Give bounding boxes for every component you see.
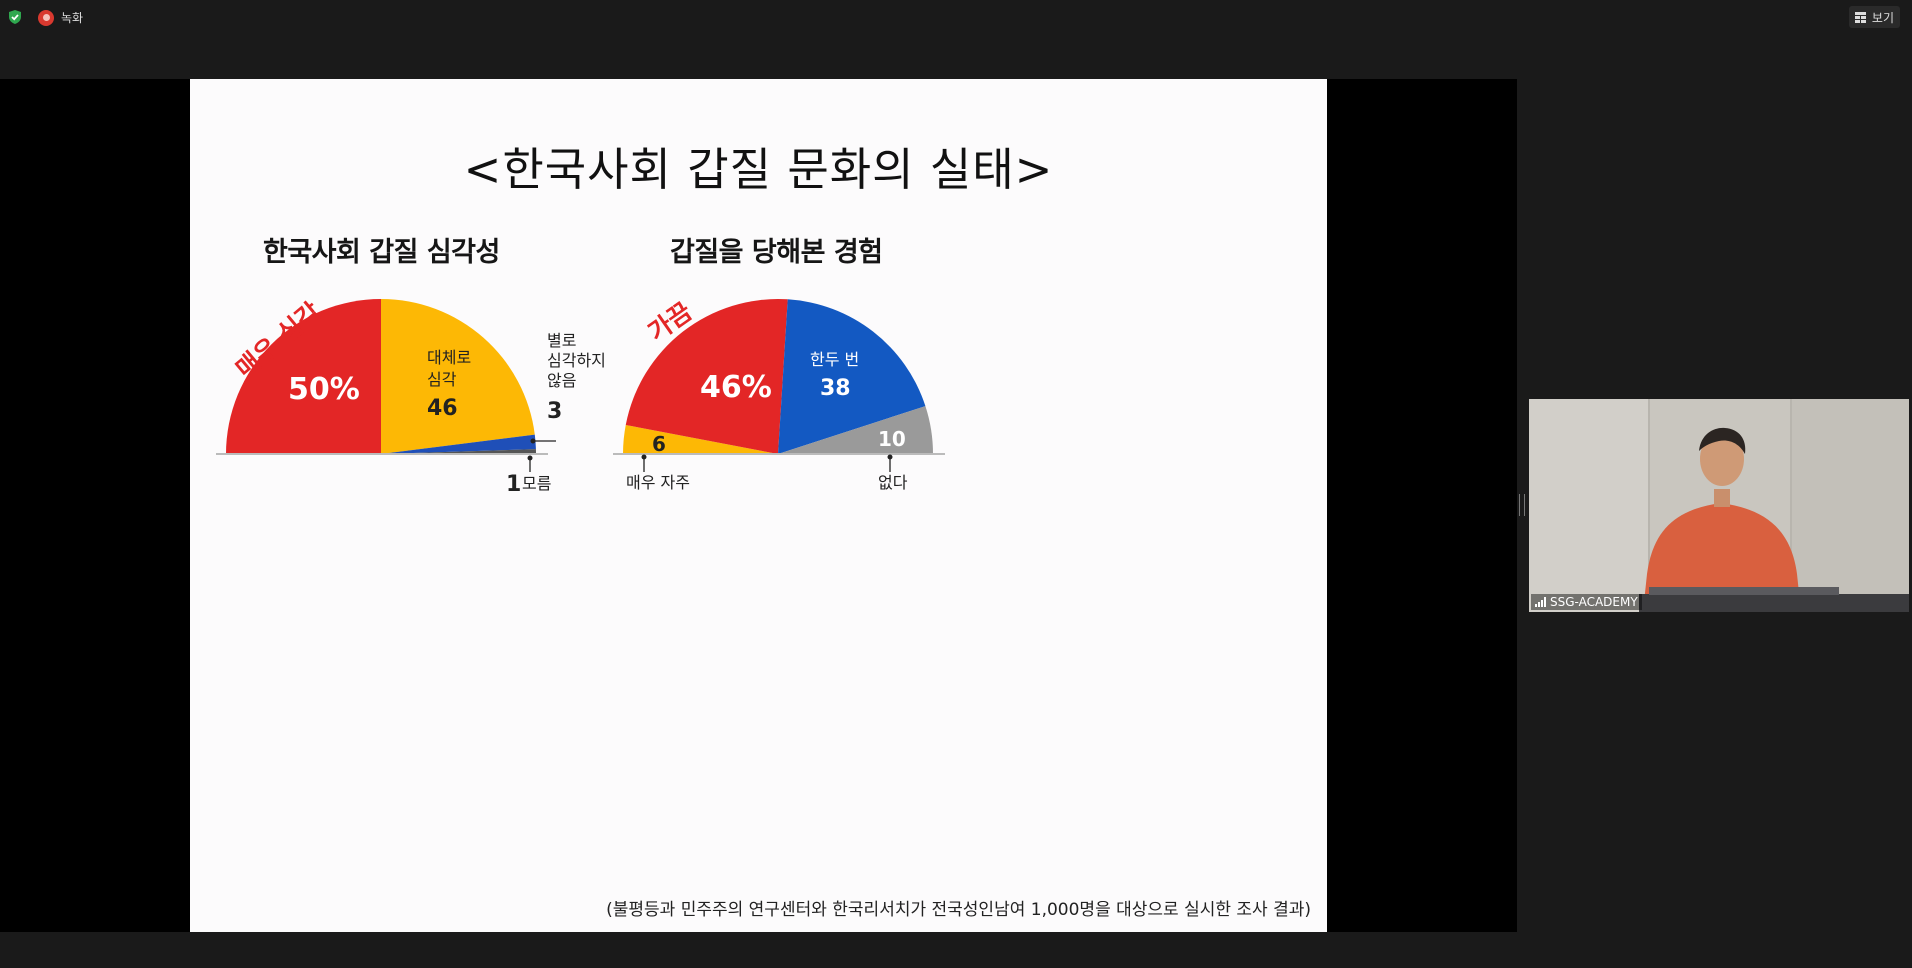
- chart-2-slice-4: [778, 406, 933, 454]
- chart-2-slice-1: [623, 424, 778, 454]
- chart-1-label-mostly-serious-1: 대체로: [427, 348, 471, 367]
- chart-1-label-not-serious-1: 별로: [547, 331, 576, 350]
- chart-1-value-mostly-serious: 46: [427, 396, 458, 421]
- chart-1-slice-4: [381, 449, 536, 454]
- chart-1-leader-unknown-dot: [527, 455, 533, 461]
- chart-2-value-none: 10: [878, 427, 906, 451]
- chart-1-label-unknown: 모름: [522, 474, 551, 493]
- chart-1-label-mostly-serious-2: 심각: [427, 370, 457, 389]
- recording-icon: [38, 9, 54, 26]
- webcam-image: [1529, 399, 1909, 612]
- meeting-top-bar: 녹화 보기: [0, 0, 1912, 34]
- signal-strength-icon: [1535, 597, 1546, 607]
- presentation-slide: <한국사회 갑질 문화의 실태> 한국사회 갑질 심각성 갑질을 당해본 경험 …: [190, 79, 1327, 932]
- shared-screen: <한국사회 갑질 문화의 실태> 한국사회 갑질 심각성 갑질을 당해본 경험 …: [0, 79, 1517, 932]
- chart-1-value-unknown: 1: [506, 472, 521, 497]
- chart-2-slice-2: [625, 299, 788, 454]
- chart-1-slice-3: [381, 434, 536, 454]
- chart-2-label-none: 없다: [878, 473, 908, 492]
- chart-2-value-very-often: 6: [652, 432, 666, 456]
- security-shield-icon[interactable]: [7, 9, 23, 29]
- chart-1-value-very-serious: 50%: [288, 372, 360, 407]
- chart-2-leader-very-often-dot: [641, 454, 647, 460]
- chart-1-leader-not-serious-dot: [530, 438, 536, 444]
- chart-2-label-once-or-twice: 한두 번: [810, 350, 859, 369]
- chart-2-label-very-often: 매우 자주: [626, 473, 690, 492]
- recording-indicator[interactable]: 녹화: [38, 9, 83, 26]
- slide-footnote: (불평등과 민주주의 연구센터와 한국리서치가 전국성인남여 1,000명을 대…: [606, 900, 1311, 920]
- chart-1-label-not-serious-2: 심각하지: [547, 351, 606, 370]
- view-button[interactable]: 보기: [1848, 6, 1900, 28]
- recording-label: 녹화: [61, 11, 84, 25]
- participant-name-tag: SSG-ACADEMY: [1531, 594, 1642, 610]
- bottom-toolbar-edge: [0, 958, 1912, 968]
- chart-1-slice-1: [226, 299, 381, 454]
- chart-1-title: 한국사회 갑질 심각성: [263, 237, 500, 268]
- slide-title: <한국사회 갑질 문화의 실태>: [463, 143, 1054, 196]
- chart-2-leader-none-dot: [887, 454, 893, 460]
- chart-2-slice-3: [778, 299, 926, 454]
- participant-name: SSG-ACADEMY: [1550, 595, 1638, 609]
- chart-1-label-not-serious-3: 않음: [547, 371, 576, 390]
- chart-1-value-not-serious: 3: [547, 399, 562, 424]
- chart-2-value-once-or-twice: 38: [820, 376, 851, 401]
- participant-video[interactable]: SSG-ACADEMY: [1529, 399, 1909, 612]
- chart-2-value-sometimes: 46%: [700, 370, 772, 405]
- grid-view-icon: [1854, 11, 1866, 23]
- chart-1-slice-2: [381, 299, 535, 454]
- view-button-label: 보기: [1871, 10, 1894, 25]
- chart-2-title: 갑질을 당해본 경험: [670, 237, 883, 268]
- panel-resize-handle[interactable]: [1519, 494, 1525, 516]
